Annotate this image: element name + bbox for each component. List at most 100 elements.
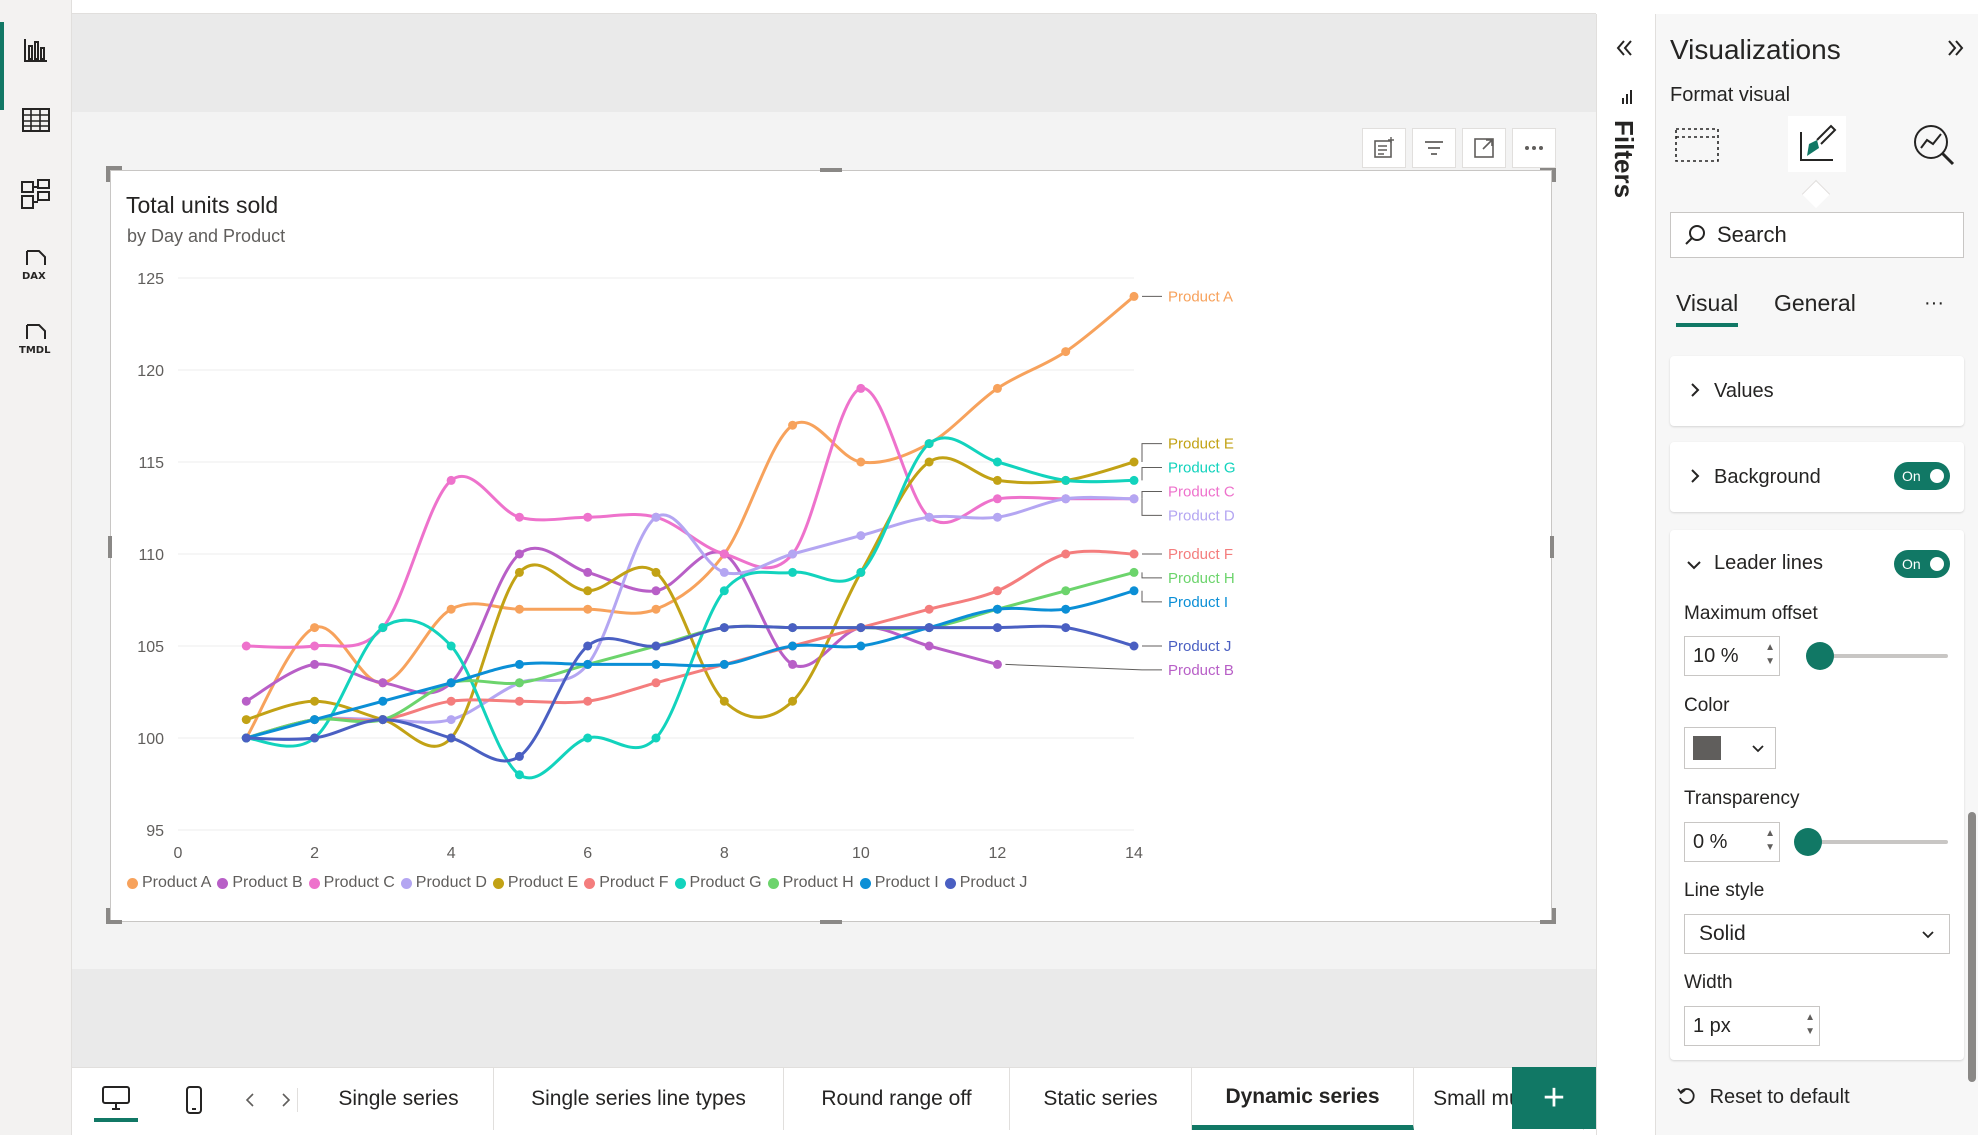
background-section-title: Background <box>1714 466 1821 488</box>
more-format-options[interactable]: ··· <box>1924 292 1944 314</box>
focus-mode-button[interactable] <box>1462 128 1506 168</box>
transparency-slider-track[interactable] <box>1806 840 1948 844</box>
spin-arrows-icon[interactable]: ▲ ▼ <box>1765 642 1775 667</box>
table-view-button[interactable] <box>8 92 64 148</box>
data-point <box>856 623 866 633</box>
double-chevron-left-icon <box>1616 40 1632 56</box>
legend-item[interactable]: Product A <box>127 874 211 892</box>
series-end-label: Product I <box>1168 594 1228 611</box>
page-tab[interactable]: Single series <box>304 1068 494 1130</box>
reset-label: Reset to default <box>1709 1086 1850 1108</box>
values-card[interactable]: Values <box>1670 356 1964 426</box>
collapse-visualizations-button[interactable] <box>1944 38 1966 63</box>
maximum-offset-slider-knob[interactable] <box>1806 642 1834 670</box>
line-chart-visual[interactable] <box>110 170 1552 922</box>
legend-item[interactable]: Product E <box>492 874 578 892</box>
data-point <box>856 567 866 577</box>
resize-handle-top-right[interactable] <box>1552 166 1556 182</box>
tab-general[interactable]: General <box>1774 290 1856 316</box>
model-view-button[interactable] <box>8 166 64 222</box>
data-point <box>719 567 729 577</box>
transparency-slider-knob[interactable] <box>1794 828 1822 856</box>
search-icon <box>1685 225 1705 245</box>
color-swatch <box>1693 736 1721 760</box>
legend-marker <box>217 877 229 889</box>
legend-item[interactable]: Product F <box>584 874 669 892</box>
resize-handle-top[interactable] <box>820 168 842 172</box>
color-label: Color <box>1684 695 1730 716</box>
resize-handle-top-right[interactable] <box>1540 166 1556 170</box>
line-style-select[interactable]: Solid <box>1684 914 1950 954</box>
resize-handle-bottom-left[interactable] <box>106 920 122 924</box>
legend-item[interactable]: Product G <box>674 874 762 892</box>
data-point <box>583 512 593 522</box>
format-search-input[interactable]: Search <box>1670 212 1964 258</box>
resize-handle-left[interactable] <box>108 536 112 558</box>
color-picker[interactable] <box>1684 727 1776 769</box>
page-tab[interactable]: Single series line types <box>494 1068 784 1130</box>
maximum-offset-input[interactable]: 10 % ▲ ▼ <box>1684 636 1780 676</box>
build-visual-button[interactable] <box>1672 122 1722 168</box>
legend-label: Product B <box>232 874 303 891</box>
page-tab[interactable]: Round range off <box>784 1068 1010 1130</box>
report-view-button[interactable] <box>0 22 64 110</box>
tmdl-view-icon: TMDL <box>19 324 51 356</box>
resize-handle-bottom-right[interactable] <box>1552 908 1556 924</box>
add-page-button[interactable]: + <box>1512 1067 1596 1129</box>
left-view-rail: DAX TMDL <box>0 0 72 1135</box>
model-view-icon <box>21 179 50 209</box>
data-point <box>719 586 729 596</box>
smart-narrative-button[interactable] <box>1362 128 1406 168</box>
desktop-monitor-icon <box>102 1086 130 1110</box>
data-point <box>514 678 524 688</box>
resize-handle-right[interactable] <box>1550 536 1554 558</box>
line-chart[interactable]: 95 100 105 110 115 120 125 0 2 4 6 8 10 12 14 Product A… <box>110 250 1552 870</box>
collapse-panes-button[interactable] <box>1613 38 1637 63</box>
resize-handle-bottom[interactable] <box>820 920 842 924</box>
maximum-offset-slider-track[interactable] <box>1806 654 1948 658</box>
resize-handle-bottom-right[interactable] <box>1540 920 1556 924</box>
resize-handle-top-left[interactable] <box>106 166 122 170</box>
mobile-layout-button[interactable] <box>172 1078 216 1122</box>
x-tick-label: 12 <box>989 845 1007 862</box>
desktop-layout-button[interactable] <box>94 1078 138 1122</box>
filter-button[interactable] <box>1412 128 1456 168</box>
page-tab[interactable]: Dynamic series <box>1192 1068 1414 1130</box>
background-toggle[interactable]: On <box>1894 462 1950 490</box>
page-tab[interactable]: Static series <box>1010 1068 1192 1130</box>
format-visual-button[interactable] <box>1788 116 1846 172</box>
legend-item[interactable]: Product H <box>767 874 854 892</box>
data-point <box>719 659 729 669</box>
tab-visual[interactable]: Visual <box>1676 290 1739 327</box>
resize-handle-top-left[interactable] <box>106 166 110 182</box>
chevron-down-icon[interactable] <box>1686 558 1702 572</box>
data-point <box>583 733 593 743</box>
spin-arrows-icon[interactable]: ▲ ▼ <box>1765 828 1775 853</box>
more-options-button[interactable] <box>1512 128 1556 168</box>
legend-item[interactable]: Product D <box>400 874 487 892</box>
leader-lines-toggle[interactable]: On <box>1894 550 1950 578</box>
legend-item[interactable]: Product B <box>217 874 303 892</box>
x-tick-label: 4 <box>447 845 456 862</box>
legend-item[interactable]: Product C <box>308 874 395 892</box>
analytics-button[interactable] <box>1906 120 1962 170</box>
dax-query-view-button[interactable]: DAX <box>8 238 64 294</box>
transparency-input[interactable]: 0 % ▲ ▼ <box>1684 822 1780 862</box>
legend-item[interactable]: Product J <box>944 874 1028 892</box>
reset-to-default-button[interactable]: Reset to default <box>1670 1086 1850 1109</box>
next-page-button[interactable] <box>274 1088 298 1112</box>
data-point <box>446 696 456 706</box>
pane-scrollbar[interactable] <box>1968 812 1976 1082</box>
width-input[interactable]: 1 px ▲ ▼ <box>1684 1006 1820 1046</box>
data-point <box>992 604 1002 614</box>
legend-label: Product J <box>959 874 1028 891</box>
tmdl-view-button[interactable]: TMDL <box>8 312 64 368</box>
filters-label[interactable]: Filters <box>1609 120 1639 199</box>
background-card[interactable]: Background On <box>1670 442 1964 512</box>
legend-item[interactable]: Product I <box>859 874 939 892</box>
resize-handle-bottom-left[interactable] <box>106 908 110 924</box>
previous-page-button[interactable] <box>238 1088 262 1112</box>
filters-pane-icon-wrap <box>1617 88 1637 113</box>
spin-arrows-icon[interactable]: ▲ ▼ <box>1805 1012 1815 1037</box>
data-point <box>1061 475 1071 485</box>
